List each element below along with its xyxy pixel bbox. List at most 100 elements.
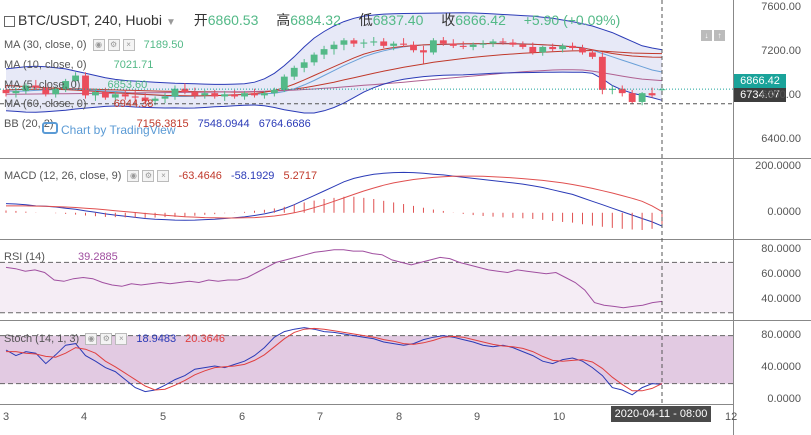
stoch-axis-tick: 80.0000 — [761, 328, 801, 341]
open-value: 6860.53 — [207, 12, 259, 28]
close-label: 收 — [441, 12, 456, 28]
candle-body — [628, 93, 636, 102]
candle-body — [201, 93, 209, 96]
arrows-up-icon[interactable]: ↑ — [714, 30, 725, 41]
candle-body — [459, 45, 467, 47]
rsi-axis-tick: 60.0000 — [761, 267, 801, 280]
bb-band-fill — [6, 12, 662, 113]
price-axis-tick: 6400.00 — [761, 133, 801, 146]
rsi-axis-tick: 40.0000 — [761, 293, 801, 306]
eye-icon[interactable]: ◉ — [85, 333, 98, 346]
time-axis-tick: 3 — [3, 411, 10, 423]
candle-body — [191, 92, 199, 96]
legend-stoch-k: 18.9483 — [136, 333, 177, 345]
candle-body — [260, 93, 268, 96]
settings-icon[interactable]: ⚙ — [100, 333, 113, 346]
rsi-line — [5, 249, 663, 309]
legend-ma10[interactable]: MA (10, close, 0) 7021.71 — [4, 58, 153, 72]
candle-body — [439, 40, 447, 44]
stoch-axis-tick: 40.0000 — [761, 360, 801, 373]
symbol-header: BTC/USDT, 240, Huobi ▼ 开6860.53 高6884.32 … — [4, 10, 620, 30]
macd-axis-tick: 0.0000 — [767, 205, 801, 218]
candle-body — [519, 44, 527, 47]
macd-axis-tick: 200.0000 — [755, 159, 801, 172]
legend-rsi-value: 39.2885 — [78, 251, 118, 263]
candle-body — [92, 92, 99, 96]
legend-stoch[interactable]: Stoch (14, 1, 3) ◉ ⚙ × 18.9483 20.3646 — [4, 332, 225, 346]
candle-body — [370, 41, 378, 43]
tradingview-watermark[interactable]: Chart by TradingView — [42, 122, 176, 137]
candle-body — [618, 88, 626, 94]
candle-body — [429, 40, 437, 53]
time-axis-tick: 6 — [239, 411, 246, 423]
candle-body — [82, 75, 89, 96]
candle-body — [350, 40, 358, 44]
candle-body — [290, 67, 298, 77]
legend-ma30[interactable]: MA (30, close, 0) ◉ ⚙ × 7189.50 — [4, 38, 183, 52]
candle-body — [62, 81, 70, 89]
candle-body — [22, 85, 30, 91]
legend-bb-name: BB (20, 2) — [4, 118, 54, 130]
tradingview-logo-icon — [42, 122, 58, 134]
arrows-down-icon[interactable]: ↓ — [701, 30, 712, 41]
candle-body — [509, 42, 517, 45]
legend-ma30-value: 7189.50 — [143, 39, 184, 51]
legend-bb-upper: 7548.0944 — [197, 118, 250, 130]
eye-icon[interactable]: ◉ — [92, 39, 105, 52]
candle-body — [330, 44, 338, 50]
candle-body — [131, 96, 139, 98]
legend-ma5[interactable]: MA (5, close, 0) 6853.60 — [4, 78, 147, 92]
stoch-d-line — [6, 327, 663, 392]
eye-icon[interactable]: ◉ — [127, 170, 140, 183]
candle-body — [400, 43, 408, 45]
crosshair-price-tag: 6734.07 — [734, 88, 786, 102]
rsi-axis-tick: 80.0000 — [761, 242, 801, 255]
close-icon[interactable]: × — [122, 39, 135, 52]
candle-body — [270, 89, 278, 94]
candle-body — [2, 89, 10, 94]
candle-body — [529, 46, 537, 53]
legend-macd[interactable]: MACD (12, 26, close, 9) ◉ ⚙ × -63.4646 -58… — [4, 169, 317, 183]
candle-body — [151, 98, 159, 101]
stoch-k-line — [5, 327, 663, 396]
candle-body — [579, 48, 586, 53]
rsi-band-fill — [0, 262, 733, 313]
legend-ma10-value: 7021.71 — [113, 59, 154, 71]
candle-body — [310, 54, 318, 63]
candle-body — [221, 94, 229, 97]
close-icon[interactable]: × — [157, 170, 170, 183]
change-value: +5.90 (+0.09%) — [523, 12, 621, 28]
settings-icon[interactable]: ⚙ — [107, 39, 120, 52]
candle-body — [42, 87, 50, 95]
legend-ma5-value: 6853.60 — [107, 79, 148, 91]
legend-ma5-name: MA (5, close, 0) — [4, 79, 81, 91]
legend-rsi[interactable]: RSI (14) 39.2885 — [4, 250, 118, 264]
candle-body — [320, 49, 328, 55]
low-value: 6837.40 — [372, 12, 424, 28]
legend-ma60[interactable]: MA (60, close, 0) 6944.38 — [4, 97, 153, 111]
crosshair-time-tag: 2020-04-11 - 08:00 — [611, 406, 711, 422]
candle-body — [549, 46, 557, 50]
time-axis-tick: 4 — [81, 411, 88, 423]
candle-body — [539, 46, 547, 53]
candle-body — [638, 93, 646, 102]
price-axis-tick: 6800.00 — [761, 89, 801, 102]
last-price-tag: 6866.42 — [734, 74, 786, 88]
chevron-down-icon[interactable]: ▼ — [165, 17, 176, 28]
legend-bb[interactable]: BB (20, 2) 7156.3815 7548.0944 6764.6686 — [4, 117, 311, 131]
settings-icon[interactable]: ⚙ — [142, 170, 155, 183]
candle-body — [449, 43, 457, 46]
bb-upper-line — [5, 12, 663, 85]
candle-body — [171, 88, 179, 97]
candle-body — [569, 45, 576, 49]
legend-macd-signal: 5.2717 — [283, 170, 318, 182]
close-icon[interactable]: × — [115, 333, 128, 346]
open-label: 开 — [193, 12, 208, 28]
candle-body — [588, 52, 596, 57]
legend-bb-basis: 7156.3815 — [136, 118, 189, 130]
candle-body — [300, 62, 308, 68]
symbol-collapse-icon[interactable] — [4, 15, 15, 27]
legend-stoch-d: 20.3646 — [185, 333, 225, 345]
candle-body — [420, 50, 427, 53]
